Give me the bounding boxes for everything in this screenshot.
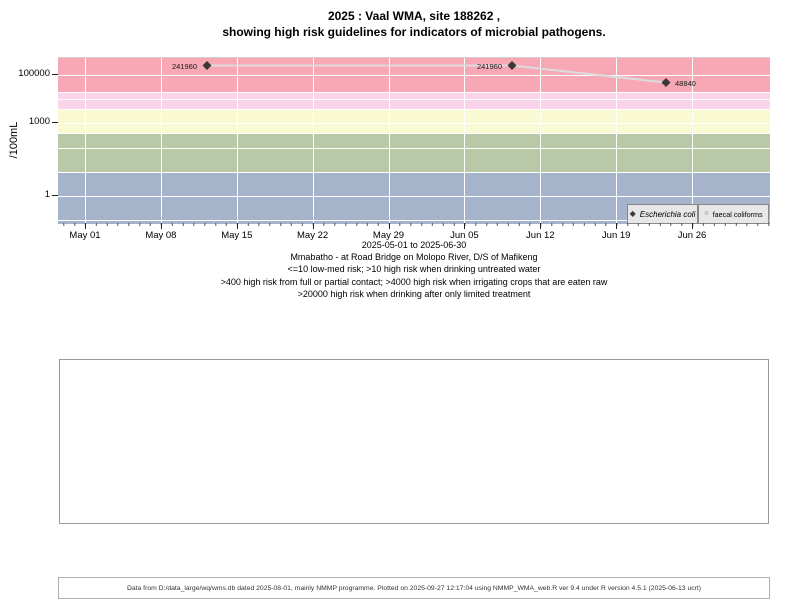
y-tick-mark — [52, 74, 58, 75]
chart-title-line2: showing high risk guidelines for indicat… — [222, 25, 606, 39]
guideline-line-1: <=10 low-med risk; >10 high risk when dr… — [287, 264, 541, 275]
point-label-2: 241960 — [476, 61, 502, 71]
footer-box: Data from D:/data_large/wq/wms.db dated … — [58, 577, 770, 599]
gridline-1e2 — [58, 147, 770, 149]
footer-text: Data from D:/data_large/wq/wms.db dated … — [126, 584, 702, 592]
ecoli-series-plot — [202, 61, 671, 87]
x-tick-mark — [312, 223, 314, 229]
x-tick-label-may15: May 15 — [221, 230, 253, 241]
gridline-400 — [58, 133, 770, 134]
empty-secondary-panel — [59, 359, 769, 524]
date-range-text: 2025-05-01 to 2025-06-30 — [361, 240, 467, 250]
site-description: Mmabatho - at Road Bridge on Molopo Rive… — [290, 252, 538, 263]
legend-faecal-coliforms: ○ faecal coliforms — [698, 204, 769, 224]
gridline-may08 — [160, 58, 162, 224]
gridline-may15 — [236, 58, 238, 224]
gridline-0p1 — [58, 220, 770, 222]
risk-band-400-4000 — [58, 108, 770, 133]
x-tick-label-may22: May 22 — [297, 230, 329, 241]
y-tick-mark — [52, 195, 58, 196]
legend-faecal-label: faecal coliforms — [712, 209, 763, 219]
gridline-jun12 — [540, 58, 542, 224]
x-tick-label-jun05: Jun 05 — [450, 230, 479, 241]
y-axis-label: /100mL — [8, 121, 20, 159]
x-tick-label-jun12: Jun 12 — [526, 230, 555, 241]
ecoli-marker-1 — [202, 61, 212, 70]
gridline-jun05 — [464, 58, 466, 224]
x-tick-mark — [540, 223, 542, 229]
x-tick-mark — [616, 223, 618, 229]
ecoli-marker-3 — [661, 78, 671, 87]
filled-diamond-icon: ◆ — [629, 209, 636, 218]
x-tick-label-may01: May 01 — [69, 230, 101, 241]
chart-title: 2025 : Vaal WMA, site 188262 , showing h… — [58, 8, 770, 40]
risk-band-4000-20000 — [58, 91, 770, 109]
risk-band-above-20000 — [58, 58, 770, 92]
x-tick-mark — [85, 223, 86, 229]
x-tick-mark — [464, 223, 466, 229]
gridline-1e3 — [58, 123, 770, 125]
gridline-may29 — [388, 58, 390, 224]
gridline-4000 — [58, 108, 770, 110]
x-tick-mark — [692, 223, 693, 229]
x-tick-label-jun26: Jun 26 — [677, 230, 707, 241]
x-axis-minor-ticks — [58, 223, 770, 226]
gridline-jun26 — [692, 58, 693, 224]
gridline-1 — [58, 196, 770, 197]
open-circle-icon: ○ — [704, 210, 709, 217]
subtitle-block: 2025-05-01 to 2025-06-30 Mmabatho - at R… — [44, 239, 784, 300]
y-tick-label-1000: 1000 — [28, 116, 50, 127]
x-tick-label-jun19: Jun 19 — [601, 230, 631, 241]
x-tick-mark — [388, 223, 390, 229]
y-tick-mark — [52, 122, 58, 123]
risk-band-10-400 — [58, 133, 770, 172]
ecoli-series-line — [207, 64, 667, 84]
gridline-may01 — [85, 58, 86, 224]
point-label-1: 241960 — [171, 61, 197, 71]
y-tick-label-1: 1 — [44, 189, 50, 200]
ecoli-marker-2 — [507, 61, 517, 70]
chart-title-line1: 2025 : Vaal WMA, site 188262 , — [327, 9, 501, 23]
guideline-line-2: >400 high risk from full or partial cont… — [220, 276, 608, 287]
x-tick-label-may29: May 29 — [372, 230, 405, 241]
plot-area: 241960 241960 48840 ◆ Escherichia coli ○… — [58, 57, 770, 224]
gridline-1e4 — [58, 99, 770, 101]
x-tick-mark — [236, 223, 238, 229]
point-label-3: 48840 — [675, 78, 696, 88]
gridline-jun19 — [616, 58, 618, 224]
gridline-may22 — [312, 58, 314, 224]
legend-ecoli-label: Escherichia coli — [639, 209, 696, 219]
x-tick-mark — [160, 223, 162, 229]
gridline-1e5 — [58, 75, 770, 76]
legend-escherichia-coli: ◆ Escherichia coli — [627, 204, 698, 224]
x-tick-label-may08: May 08 — [145, 230, 177, 241]
y-tick-label-100000: 100000 — [18, 68, 50, 79]
gridline-20000 — [58, 91, 770, 93]
guideline-line-3: >20000 high risk when drinking after onl… — [297, 288, 531, 299]
gridline-1e1 — [58, 171, 770, 173]
